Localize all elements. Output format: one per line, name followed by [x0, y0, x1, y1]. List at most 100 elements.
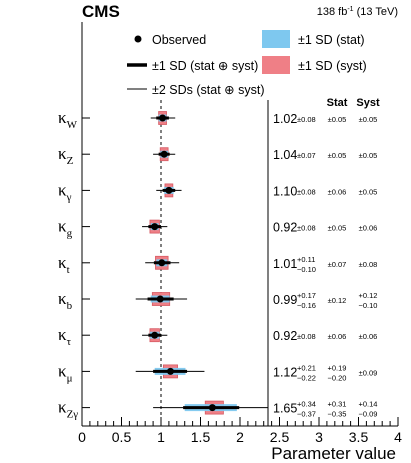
row-μ: κμ 1.12 +0.21−0.22 +0.19−0.20 ±0.09 [58, 361, 377, 384]
x-tick-label: 1.5 [191, 429, 211, 445]
syst-error: ±0.08 [359, 260, 378, 269]
legend-thin-label: ±2 SDs (stat ⊕ syst) [152, 83, 265, 97]
stat-error-up: +0.31 [328, 400, 347, 409]
parameter-label: κb [58, 289, 73, 312]
total-error-down: −0.22 [297, 373, 316, 382]
row-b: κb 0.99 +0.17−0.16 ±0.12 +0.12−0.10 [58, 289, 377, 312]
total-error-down: −0.37 [297, 410, 316, 419]
stat-error: ±0.05 [328, 151, 347, 160]
total-error-up: +0.11 [297, 255, 315, 264]
total-value: 0.99 [273, 293, 297, 307]
observed-point [160, 150, 168, 158]
stat-error: ±0.05 [328, 224, 347, 233]
row-τ: κτ 0.92 ±0.08 ±0.06 ±0.06 [58, 325, 377, 348]
x-axis-label: Parameter value [271, 444, 396, 463]
observed-point [151, 331, 159, 339]
x-minor-ticks [89, 421, 391, 426]
total-error-up: +0.17 [297, 291, 316, 300]
x-tick-label: 3.5 [349, 429, 369, 445]
parameter-label: κZ [58, 144, 74, 167]
observed-point [151, 223, 159, 231]
x-tick-label: 3 [315, 429, 323, 445]
syst-error: ±0.05 [359, 151, 378, 160]
stat-error-down: −0.20 [328, 373, 347, 382]
legend: Observed ±1 SD (stat) ±1 SD (stat ⊕ syst… [127, 30, 367, 97]
syst-column-header: Syst [356, 97, 380, 109]
parameter-label: κZγ [58, 398, 78, 421]
x-tick-label: 1 [157, 429, 165, 445]
observed-point [165, 186, 173, 194]
total-value: 0.92 [273, 221, 297, 235]
parameter-label: κt [58, 253, 70, 276]
total-value: 1.04 [273, 148, 297, 162]
row-z: κZ 1.04 ±0.07 ±0.05 ±0.05 [58, 144, 377, 167]
stat-error: ±0.07 [328, 260, 347, 269]
syst-error: ±0.05 [359, 115, 378, 124]
parameter-label: κτ [58, 325, 72, 348]
total-error: ±0.07 [297, 151, 316, 160]
total-value: 1.65 [273, 402, 297, 416]
syst-error-down: −0.10 [359, 301, 378, 310]
legend-syst-swatch [262, 56, 290, 74]
total-error-down: −0.16 [297, 301, 316, 310]
total-value: 1.01 [273, 257, 297, 271]
total-error: ±0.08 [297, 187, 316, 196]
stat-error: ±0.06 [328, 187, 347, 196]
legend-observed-label: Observed [152, 33, 206, 47]
total-error-up: +0.34 [297, 400, 316, 409]
syst-error: ±0.06 [359, 332, 378, 341]
legend-syst-label: ±1 SD (syst) [298, 59, 367, 73]
row-zγ: κZγ 1.65 +0.34−0.37 +0.31−0.35 +0.14−0.09 [58, 398, 377, 421]
row-γ: κγ 1.10 ±0.08 ±0.06 ±0.05 [58, 180, 377, 203]
syst-error-up: +0.12 [359, 291, 378, 300]
luminosity-label: 138 fb-1 (13 TeV) [317, 6, 398, 18]
total-value: 1.02 [273, 112, 297, 126]
syst-error: ±0.06 [359, 224, 378, 233]
total-value: 0.92 [273, 329, 297, 343]
total-value: 1.12 [273, 365, 297, 379]
total-error-up: +0.21 [297, 363, 316, 372]
total-error: ±0.08 [297, 115, 316, 124]
stat-error-down: −0.35 [328, 410, 347, 419]
row-g: κg 0.92 ±0.08 ±0.05 ±0.06 [58, 217, 377, 240]
observed-point [159, 114, 167, 122]
x-tick-label: 2.5 [270, 429, 290, 445]
x-tick-label: 4 [394, 429, 402, 445]
syst-error-up: +0.14 [359, 400, 378, 409]
x-major-ticks: 0 0.5 1 1.5 2 2.5 3 3.5 4 [78, 417, 402, 445]
parameter-label: κγ [58, 180, 72, 203]
parameter-label: κμ [58, 361, 73, 384]
chart-header: CMS 138 fb-1 (13 TeV) [82, 2, 398, 21]
stat-error-up: +0.19 [328, 363, 347, 372]
x-tick-label: 0.5 [112, 429, 132, 445]
legend-stat-label: ±1 SD (stat) [298, 33, 365, 47]
y-ticks [82, 117, 90, 409]
stat-error: ±0.05 [328, 115, 347, 124]
x-tick-label: 0 [78, 429, 86, 445]
column-headers: Stat Syst [327, 97, 380, 109]
row-t: κt 1.01 +0.11−0.10 ±0.07 ±0.08 [58, 253, 377, 276]
experiment-label: CMS [82, 2, 120, 21]
total-error: ±0.08 [297, 224, 316, 233]
observed-point [208, 404, 216, 412]
total-value: 1.10 [273, 184, 297, 198]
stat-error: ±0.06 [328, 332, 347, 341]
stat-error: ±0.12 [328, 296, 347, 305]
syst-error-down: −0.09 [359, 410, 378, 419]
observed-point [166, 367, 174, 375]
legend-observed-marker [134, 35, 142, 43]
parameter-label: κW [58, 108, 78, 131]
total-error-down: −0.10 [297, 265, 316, 274]
parameter-label: κg [58, 217, 73, 240]
x-tick-label: 2 [236, 429, 244, 445]
stat-column-header: Stat [327, 97, 348, 109]
legend-stat-swatch [262, 30, 290, 48]
row-w: κW 1.02 ±0.08 ±0.05 ±0.05 [58, 108, 377, 131]
syst-error: ±0.05 [359, 187, 378, 196]
total-error: ±0.08 [297, 332, 316, 341]
observed-point [156, 295, 164, 303]
syst-error: ±0.09 [359, 368, 378, 377]
legend-thick-label: ±1 SD (stat ⊕ syst) [152, 59, 258, 73]
